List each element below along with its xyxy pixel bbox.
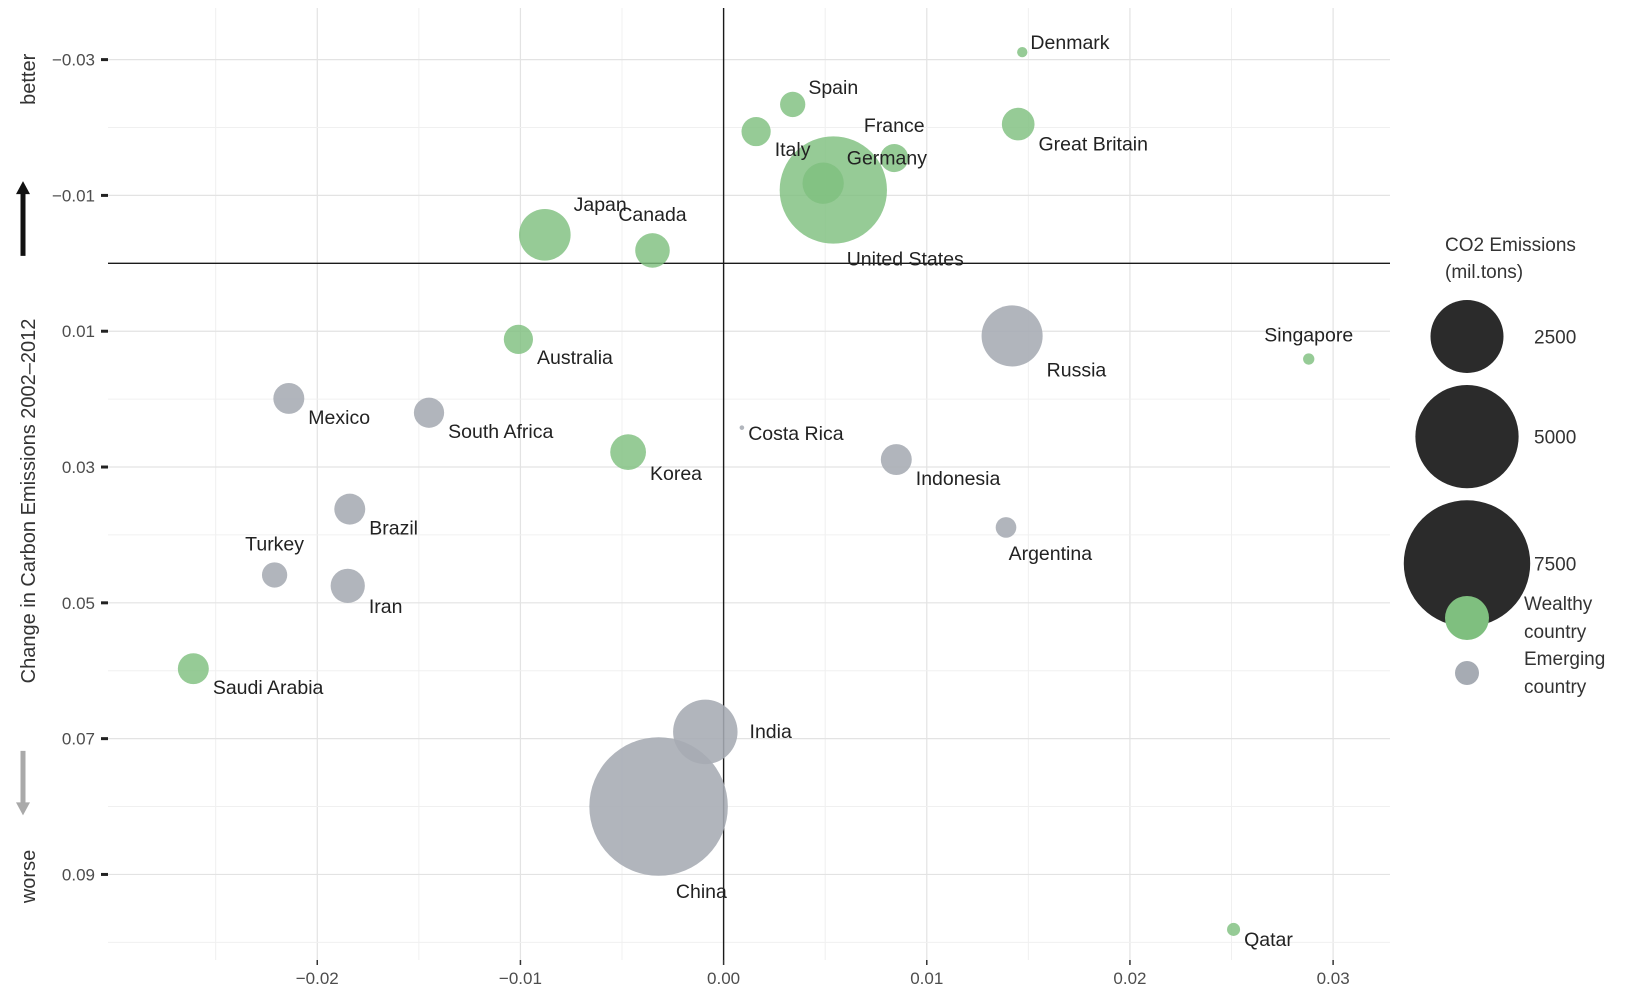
point-label-australia: Australia	[537, 347, 613, 369]
point-label-iran: Iran	[369, 596, 403, 618]
point-label-spain: Spain	[808, 77, 858, 99]
size-legend-circle	[1403, 500, 1531, 627]
bubble-spain	[780, 91, 806, 118]
bubble-china	[589, 737, 728, 876]
point-label-germany: Germany	[847, 148, 927, 170]
bubble-argentina	[995, 517, 1017, 538]
legend-swatch-emerging	[1455, 661, 1479, 685]
y-tick-label: 0.07	[62, 730, 95, 749]
point-label-korea: Korea	[650, 463, 702, 485]
bubble-denmark	[1017, 46, 1028, 58]
point-label-brazil: Brazil	[369, 518, 418, 540]
bubble-germany	[802, 162, 844, 204]
y-axis: −0.03 −0.01 0.01 0.03 0.05 0.07 0.09	[52, 51, 108, 884]
bubble-turkey	[261, 562, 288, 588]
bubble-south-africa	[413, 397, 445, 428]
legend-label-wealthy: country	[1524, 622, 1587, 643]
better-label: better	[18, 53, 40, 104]
x-tick-label: −0.01	[499, 969, 542, 988]
point-label-saudi-arabia: Saudi Arabia	[213, 677, 324, 699]
size-legend-title: CO2 Emissions	[1445, 235, 1576, 256]
size-legend-label: 2500	[1534, 328, 1576, 349]
point-label-mexico: Mexico	[308, 407, 370, 429]
size-legend-title-unit: (mil.tons)	[1445, 262, 1523, 283]
x-tick-label: 0.02	[1113, 969, 1146, 988]
y-tick-label: 0.01	[62, 322, 95, 341]
y-tick-label: −0.01	[52, 186, 95, 205]
point-labels: Denmark Spain Italy Great Britain France Germ…	[213, 32, 1353, 951]
grid	[108, 8, 1390, 960]
legend-label-emerging: country	[1524, 677, 1587, 698]
legend: CO2 Emissions (mil.tons) 2500 5000 7500 We…	[1403, 235, 1605, 698]
x-tick-label: 0.01	[910, 969, 943, 988]
bubble-qatar	[1227, 922, 1241, 936]
arrow-down-head-icon	[16, 802, 30, 816]
bubble-indonesia	[880, 444, 912, 476]
y-axis-title: Change in Carbon Emissions 2002–2012	[18, 319, 40, 684]
point-label-russia: Russia	[1047, 360, 1107, 382]
bubble-brazil	[334, 493, 366, 525]
bubble-saudi-arabia	[177, 653, 209, 685]
size-legend-label: 5000	[1534, 428, 1576, 449]
x-tick-label: 0.03	[1317, 969, 1350, 988]
point-label-united-states: United States	[847, 249, 964, 271]
legend-label-wealthy: Wealthy	[1524, 594, 1593, 615]
bubble-singapore	[1303, 353, 1315, 365]
color-legend-items: Wealthy country Emerging country	[1445, 594, 1605, 698]
bubble-costa-rica	[739, 425, 745, 430]
x-tick-label: −0.02	[296, 969, 339, 988]
point-label-france: France	[864, 115, 925, 137]
point-label-italy: Italy	[775, 139, 811, 161]
zero-lines	[108, 8, 1390, 960]
bubble-italy	[741, 116, 771, 147]
legend-swatch-wealthy	[1445, 596, 1489, 640]
y-tick-label: −0.03	[52, 51, 95, 70]
bubble-india	[673, 699, 738, 765]
bubble-russia	[981, 305, 1043, 367]
x-tick-label: 0.00	[707, 969, 740, 988]
point-label-indonesia: Indonesia	[916, 468, 1001, 490]
bubble-canada	[635, 233, 670, 268]
point-label-turkey: Turkey	[245, 533, 304, 555]
y-tick-label: 0.09	[62, 865, 95, 884]
y-tick-label: 0.03	[62, 458, 95, 477]
bubble-australia	[503, 324, 534, 354]
bubble-france	[880, 144, 909, 173]
point-label-costa-rica: Costa Rica	[748, 423, 844, 445]
legend-label-emerging: Emerging	[1524, 649, 1605, 670]
point-label-india: India	[750, 721, 792, 743]
size-legend-items: 2500 5000 7500	[1403, 300, 1576, 627]
point-label-japan: Japan	[574, 194, 627, 216]
bubble-great-britain	[1001, 107, 1035, 141]
bubble-iran	[330, 568, 365, 603]
point-label-great-britain: Great Britain	[1039, 133, 1148, 155]
point-label-qatar: Qatar	[1244, 929, 1293, 951]
point-label-canada: Canada	[618, 204, 686, 226]
point-label-china: China	[676, 881, 727, 903]
arrow-up-head-icon	[16, 181, 30, 195]
bubble-mexico	[273, 382, 305, 414]
point-label-argentina: Argentina	[1009, 543, 1093, 565]
point-label-south-africa: South Africa	[448, 421, 553, 443]
size-legend-label: 7500	[1534, 554, 1576, 575]
bubble-japan	[519, 208, 571, 261]
x-axis: −0.02 −0.01 0.00 0.01 0.02 0.03	[296, 960, 1350, 988]
bubbles	[177, 46, 1315, 936]
size-legend-circle	[1430, 300, 1504, 373]
point-label-singapore: Singapore	[1264, 324, 1353, 346]
y-axis-title-group: Change in Carbon Emissions 2002–2012 bet…	[16, 53, 40, 904]
point-label-denmark: Denmark	[1030, 32, 1109, 54]
size-legend-circle	[1415, 385, 1519, 489]
bubble-korea	[610, 434, 646, 470]
worse-label: worse	[18, 850, 40, 904]
y-tick-label: 0.05	[62, 594, 95, 613]
